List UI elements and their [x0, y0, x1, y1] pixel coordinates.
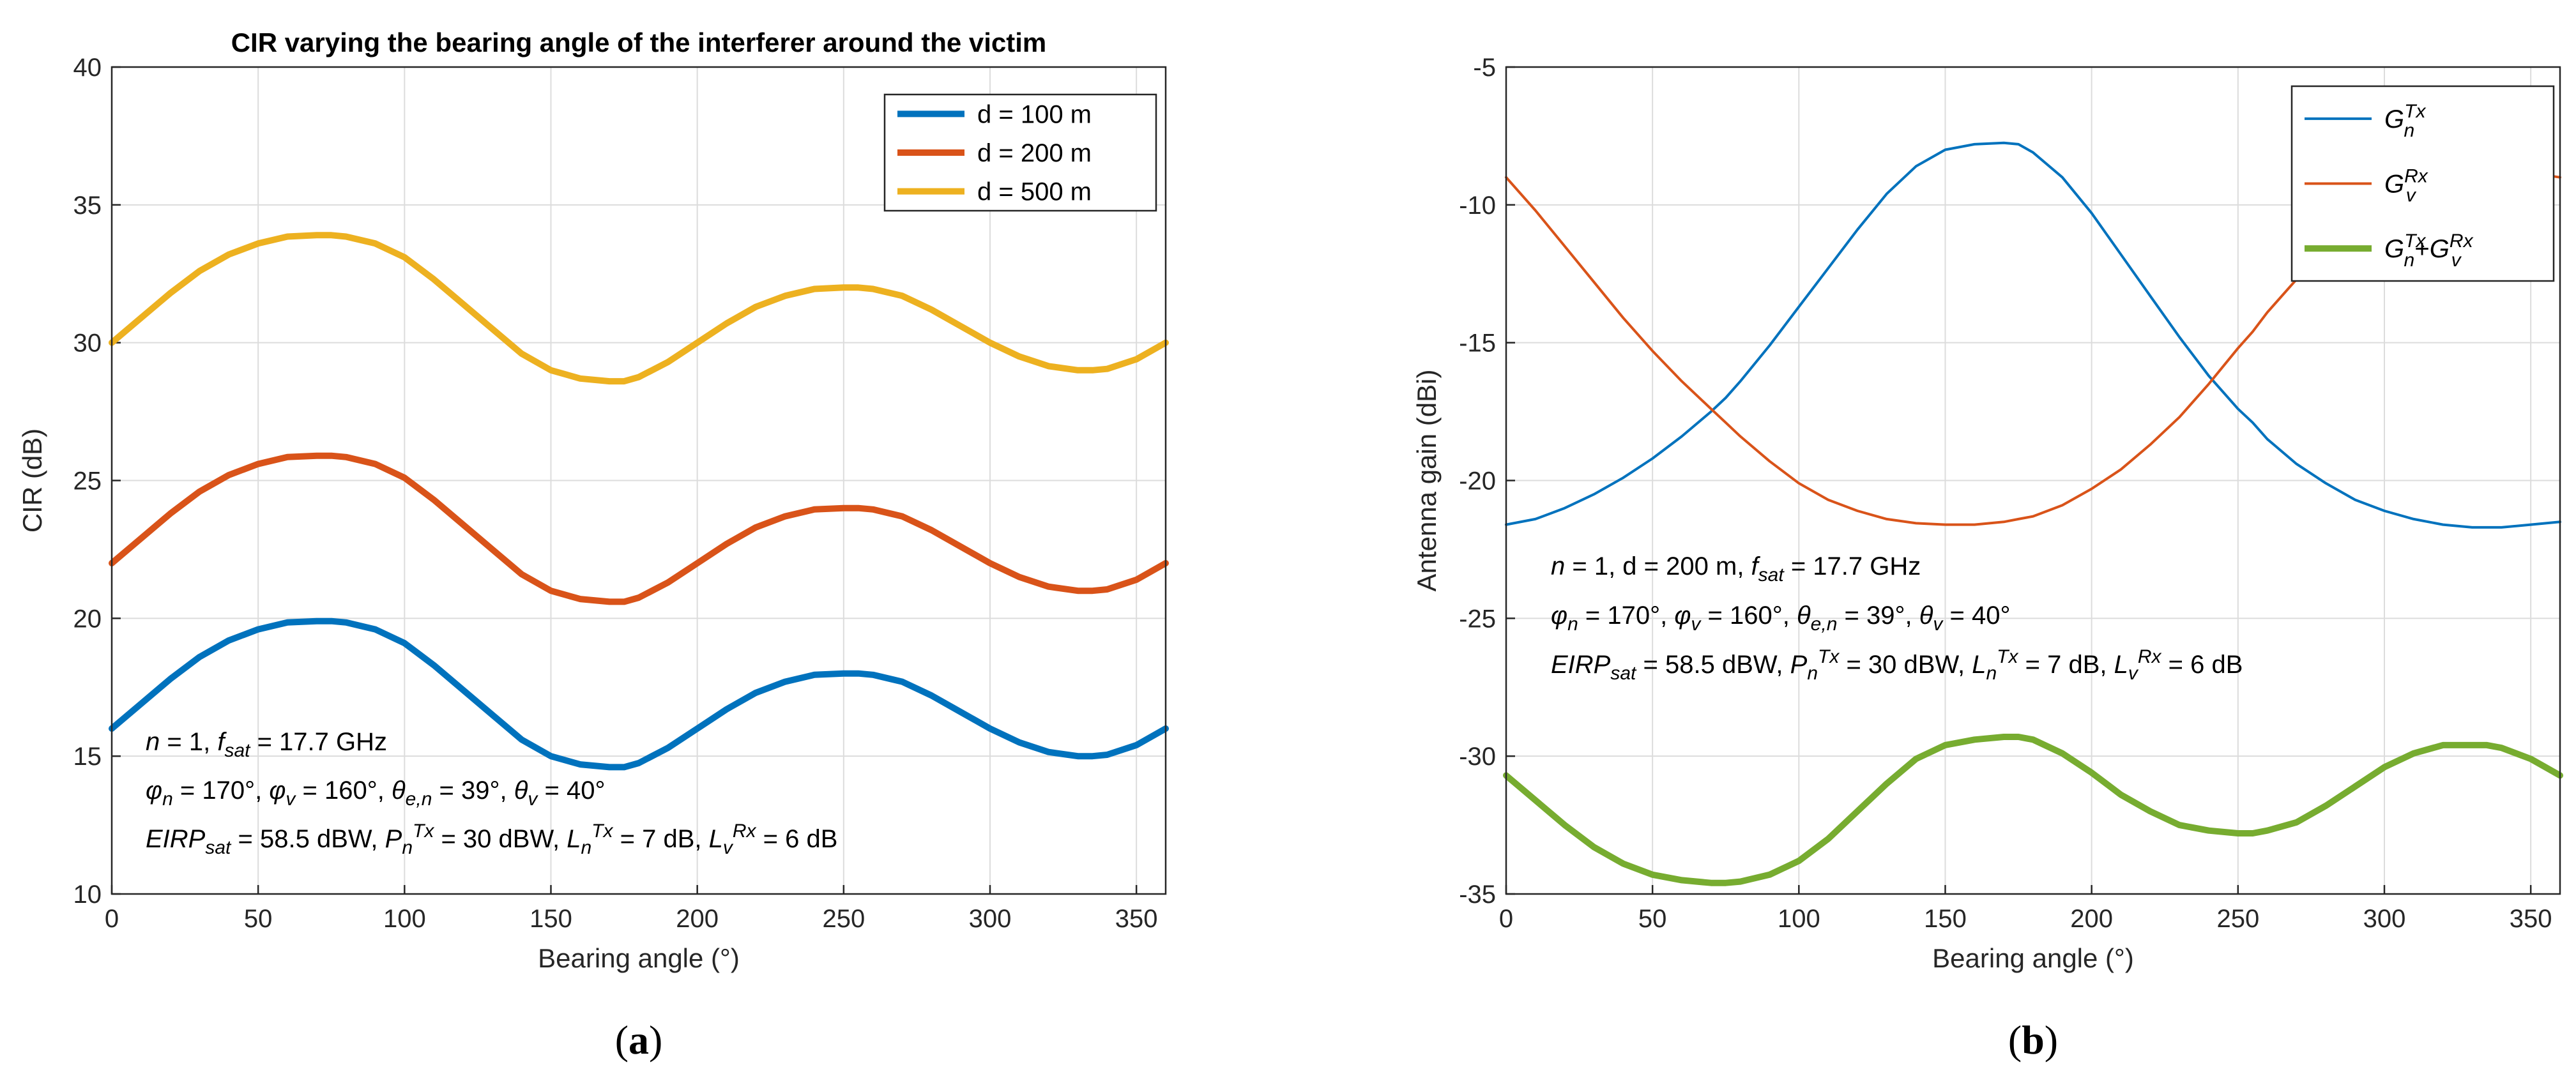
legend-label-1: d = 100 m	[977, 100, 1092, 128]
x-tick-label: 0	[105, 905, 119, 933]
annotation-line-1: n = 1, d = 200 m, fsat = 17.7 GHz	[1551, 552, 1921, 586]
y-tick-label: -10	[1459, 192, 1496, 220]
legend-label-3: GTx n +GRx v	[2384, 231, 2474, 271]
legend-label-2: GRx v	[2384, 166, 2428, 206]
x-tick-label: 150	[530, 905, 572, 933]
y-tick-label: 25	[73, 467, 102, 496]
y-tick-label: 20	[73, 605, 102, 633]
y-tick-label: 35	[73, 192, 102, 220]
annotation-line-2: φn = 170°, φv = 160°, θe,n = 39°, θv = 4…	[1551, 602, 2010, 635]
x-tick-label: 100	[383, 905, 426, 933]
legend-label-3: d = 500 m	[977, 178, 1092, 206]
chart-b-antenna-gain: 0 50 100 150 200 250 300 350 -35 -30 -25 -20 -15 -10 -…	[1412, 54, 2563, 1063]
y-tick-label: 10	[73, 881, 102, 909]
x-tick-label: 150	[1924, 905, 1967, 933]
x-tick-label: 250	[822, 905, 865, 933]
x-tick-label: 350	[2510, 905, 2552, 933]
panel-label: (a)	[615, 1017, 663, 1063]
y-axis-label: CIR (dB)	[17, 428, 47, 533]
x-tick-label: 350	[1115, 905, 1158, 933]
y-tick-label: -35	[1459, 881, 1496, 909]
x-tick-label: 50	[244, 905, 273, 933]
y-tick-label: -20	[1459, 467, 1496, 496]
annotation-line-3: EIRPsat = 58.5 dBW, PnTx = 30 dBW, LnTx …	[146, 821, 837, 858]
x-tick-label: 0	[1499, 905, 1513, 933]
series-line-1	[1505, 141, 2561, 529]
x-tick-label: 300	[969, 905, 1012, 933]
chart-title: CIR varying the bearing angle of the int…	[231, 27, 1047, 57]
annotation-line-1: n = 1, fsat = 17.7 GHz	[146, 728, 387, 761]
y-tick-label: -15	[1459, 329, 1496, 358]
annotation-line-3: EIRPsat = 58.5 dBW, PnTx = 30 dBW, LnTx …	[1551, 646, 2243, 684]
legend-label-2: d = 200 m	[977, 139, 1092, 167]
y-tick-label: 40	[73, 54, 102, 82]
legend: GTx n GRx v GTx n +GRx v	[2290, 85, 2555, 282]
chart-a-cir: 0 50 100 150 200 250 300 350 10 15 20 25 30 35 40 CIR v…	[17, 27, 1169, 1063]
x-tick-label: 50	[1638, 905, 1667, 933]
x-tick-label: 100	[1778, 905, 1820, 933]
series-line-3	[1503, 734, 2563, 886]
series-line-1	[109, 617, 1169, 771]
y-tick-label: 15	[73, 743, 102, 771]
x-axis-label: Bearing angle (°)	[538, 943, 740, 973]
x-tick-label: 200	[676, 905, 719, 933]
legend: d = 100 m d = 200 m d = 500 m	[883, 93, 1157, 212]
series-line-2	[109, 452, 1169, 605]
y-tick-label: -30	[1459, 743, 1496, 771]
y-tick-label: -5	[1473, 54, 1496, 82]
x-tick-label: 300	[2363, 905, 2406, 933]
y-axis-label: Antenna gain (dBi)	[1412, 370, 1442, 592]
x-tick-label: 250	[2216, 905, 2259, 933]
y-tick-label: -25	[1459, 605, 1496, 633]
series-line-3	[109, 232, 1169, 385]
x-axis-label: Bearing angle (°)	[1932, 943, 2134, 973]
axes-frame	[111, 66, 1167, 895]
x-tick-label: 200	[2070, 905, 2113, 933]
annotation-line-2: φn = 170°, φv = 160°, θe,n = 39°, θv = 4…	[146, 776, 605, 810]
y-tick-label: 30	[73, 329, 102, 358]
axes-frame	[1505, 66, 2561, 895]
legend-label-1: GTx n	[2384, 101, 2426, 141]
panel-label: (b)	[2008, 1017, 2058, 1063]
